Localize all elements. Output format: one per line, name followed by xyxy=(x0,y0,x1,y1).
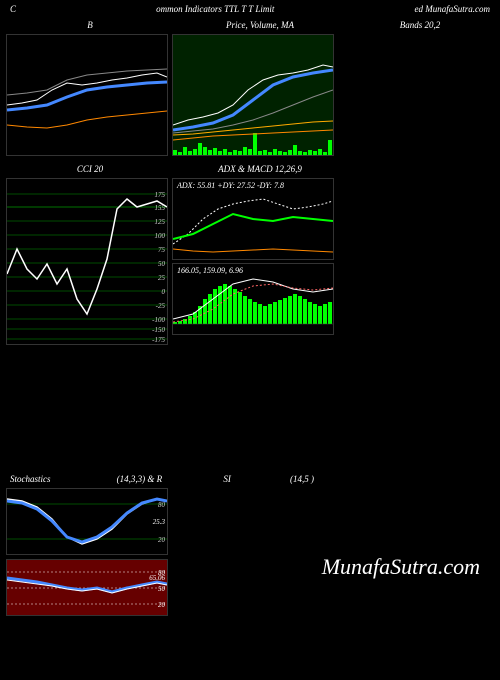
adx-title: ADX & MACD 12,26,9 xyxy=(180,164,340,174)
header-right: ed MunafaSutra.com xyxy=(415,4,491,14)
stoch-params: (14,3,3) & R xyxy=(117,474,197,484)
svg-text:125: 125 xyxy=(155,218,166,226)
svg-text:-150: -150 xyxy=(152,326,165,334)
rsi-chart: 80502065.06 xyxy=(6,559,168,616)
svg-text:20: 20 xyxy=(158,601,166,609)
svg-text:50: 50 xyxy=(158,260,166,268)
mid-titles: CCI 20 ADX & MACD 12,26,9 xyxy=(0,158,500,176)
row-2: 1751551251007550250-25-100-150-175 ADX: … xyxy=(0,176,500,347)
adx-overlay: ADX: 55.81 +DY: 27.52 -DY: 7.8 xyxy=(177,181,284,190)
cci-chart: 1751551251007550250-25-100-150-175 xyxy=(6,178,168,345)
macd-chart: 166.05, 159.09, 6.96 xyxy=(172,263,334,335)
svg-text:25: 25 xyxy=(158,274,166,282)
bb-title: B xyxy=(10,20,170,30)
header-center: ommon Indicators TTL T T Limit xyxy=(156,4,274,14)
svg-text:65.06: 65.06 xyxy=(149,574,165,582)
cci-title: CCI 20 xyxy=(10,164,170,174)
rsi-params: (14,5 ) xyxy=(290,474,490,484)
svg-text:0: 0 xyxy=(162,288,166,296)
price-title: Price, Volume, MA xyxy=(180,20,340,30)
adx-chart: ADX: 55.81 +DY: 27.52 -DY: 7.8 xyxy=(172,178,334,260)
svg-text:100: 100 xyxy=(155,232,166,240)
price-chart xyxy=(172,34,334,156)
svg-text:20: 20 xyxy=(158,536,166,544)
top-titles: B Price, Volume, MA Bands 20,2 xyxy=(0,18,500,32)
adx-macd-column: ADX: 55.81 +DY: 27.52 -DY: 7.8 166.05, 1… xyxy=(172,178,334,345)
svg-text:-175: -175 xyxy=(152,336,165,344)
page-header: C ommon Indicators TTL T T Limit ed Muna… xyxy=(0,0,500,18)
svg-text:25.3: 25.3 xyxy=(153,518,166,526)
stoch-titles: Stochastics (14,3,3) & R SI (14,5 ) xyxy=(0,472,500,486)
macd-overlay: 166.05, 159.09, 6.96 xyxy=(177,266,243,275)
stoch-chart: 80 20 25.3 xyxy=(6,488,168,555)
spacer xyxy=(0,347,500,472)
svg-text:-100: -100 xyxy=(152,316,165,324)
svg-text:50: 50 xyxy=(158,585,166,593)
watermark: MunafaSutra.com xyxy=(322,554,480,580)
bands-title: Bands 20,2 xyxy=(350,20,490,30)
svg-text:80: 80 xyxy=(158,501,166,509)
row-1 xyxy=(0,32,500,158)
row-stoch: 80 20 25.3 xyxy=(0,486,500,557)
bb-chart xyxy=(6,34,168,156)
header-left: C xyxy=(10,4,16,14)
stoch-label: Stochastics xyxy=(10,474,90,484)
rsi-label: SI xyxy=(223,474,263,484)
svg-text:175: 175 xyxy=(155,191,166,199)
svg-text:-25: -25 xyxy=(156,302,166,310)
svg-text:75: 75 xyxy=(158,246,166,254)
